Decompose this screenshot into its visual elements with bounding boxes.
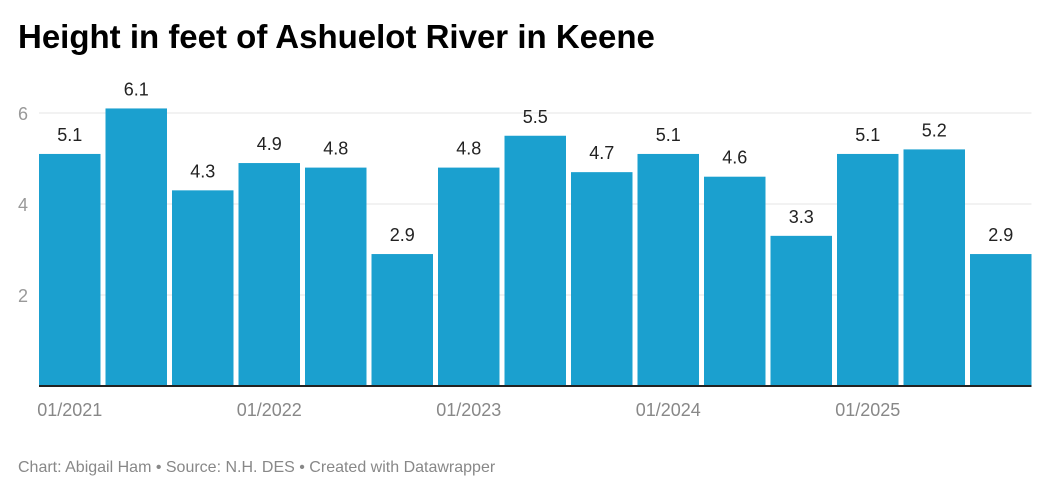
bar: [105, 108, 167, 386]
bar: [438, 167, 500, 386]
data-label: 4.9: [257, 134, 282, 154]
data-label: 5.5: [523, 107, 548, 127]
data-label: 6.1: [124, 79, 149, 99]
x-tick-label: 01/2021: [37, 400, 102, 420]
data-label: 2.9: [390, 225, 415, 245]
bar: [704, 176, 766, 386]
data-label: 5.2: [922, 120, 947, 140]
chart-title: Height in feet of Ashuelot River in Keen…: [18, 18, 655, 55]
data-label: 5.1: [855, 125, 880, 145]
bar: [770, 235, 832, 386]
y-tick-label: 4: [18, 195, 28, 215]
bar: [504, 135, 566, 386]
y-tick-label: 6: [18, 104, 28, 124]
data-label: 5.1: [656, 125, 681, 145]
bar: [637, 153, 699, 386]
bar: [371, 254, 433, 386]
x-tick-label: 01/2024: [636, 400, 701, 420]
y-tick-label: 2: [18, 286, 28, 306]
x-tick-label: 01/2022: [237, 400, 302, 420]
data-label: 2.9: [988, 225, 1013, 245]
bar: [837, 153, 899, 386]
bar: [238, 163, 300, 386]
bar: [970, 254, 1032, 386]
data-label: 4.8: [323, 139, 348, 159]
data-label: 4.8: [456, 139, 481, 159]
bar: [305, 167, 367, 386]
data-label: 5.1: [57, 125, 82, 145]
data-label: 3.3: [789, 207, 814, 227]
bar: [903, 149, 965, 386]
chart-footer: Chart: Abigail Ham • Source: N.H. DES • …: [18, 459, 496, 476]
bar-chart: 2 4 6 5.1 6.1 4.3 4.9 4.8 2.9 4.8 5.5 4.7 5.1 4.6 3.3 5…: [18, 79, 1032, 420]
data-label: 4.6: [722, 148, 747, 168]
data-label: 4.7: [589, 143, 614, 163]
bar: [172, 190, 234, 386]
x-tick-label: 01/2023: [436, 400, 501, 420]
bar: [571, 172, 633, 386]
data-label: 4.3: [190, 161, 215, 181]
bar: [39, 153, 101, 386]
x-tick-label: 01/2025: [835, 400, 900, 420]
